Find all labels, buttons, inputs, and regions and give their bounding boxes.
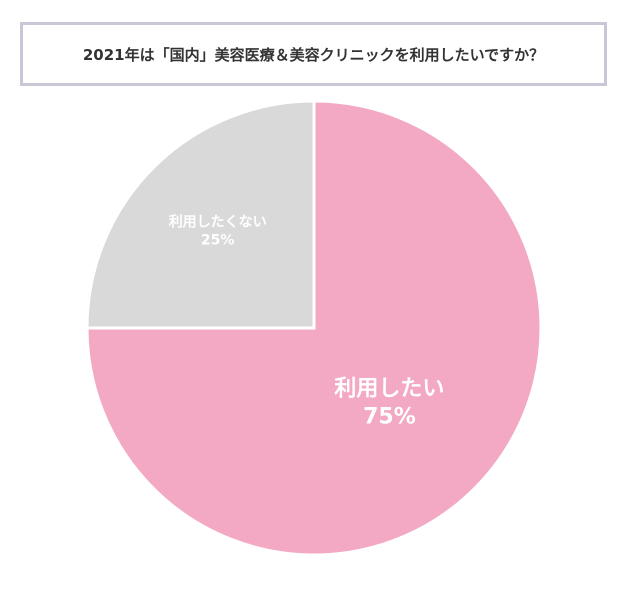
pie-slice: [85, 99, 316, 330]
pie-slice: [85, 99, 543, 557]
value-label: 25%: [201, 233, 235, 249]
chart-title: 2021年は「国内」美容医療＆美容クリニックを利用したいですか？: [20, 22, 607, 86]
value-label: 75%: [363, 404, 416, 429]
slice-label: 利用したい: [334, 376, 444, 401]
slice-label: 利用したくない: [169, 214, 267, 231]
